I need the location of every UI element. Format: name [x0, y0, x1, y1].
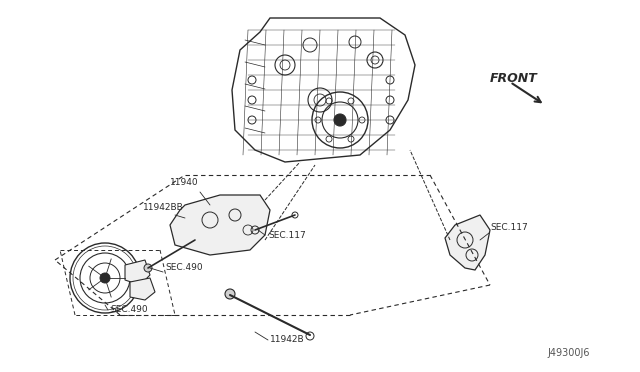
- Polygon shape: [125, 260, 150, 285]
- Polygon shape: [445, 215, 490, 270]
- Text: SEC.490: SEC.490: [110, 305, 148, 314]
- Text: J49300J6: J49300J6: [547, 348, 590, 358]
- Circle shape: [334, 114, 346, 126]
- Polygon shape: [130, 278, 155, 300]
- Text: 11942B: 11942B: [270, 335, 305, 344]
- Circle shape: [225, 289, 235, 299]
- Text: SEC.490: SEC.490: [165, 263, 203, 272]
- Polygon shape: [170, 195, 270, 255]
- Circle shape: [100, 273, 110, 283]
- Text: SEC.117: SEC.117: [490, 223, 528, 232]
- Polygon shape: [232, 18, 415, 162]
- Circle shape: [144, 264, 152, 272]
- Text: SEC.117: SEC.117: [268, 231, 306, 240]
- Text: FRONT: FRONT: [490, 71, 538, 84]
- Text: 11940: 11940: [170, 178, 198, 187]
- Text: 11942BB: 11942BB: [143, 203, 184, 212]
